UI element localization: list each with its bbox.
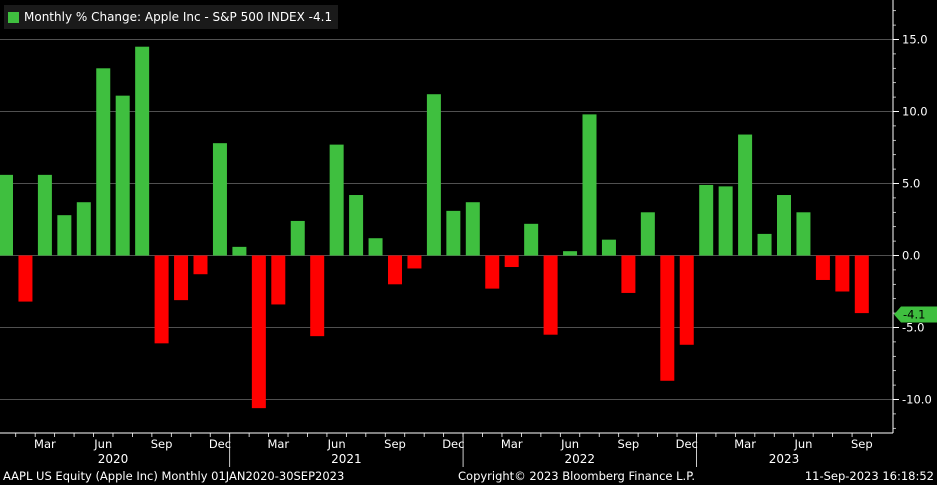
y-tick-label: 10.0 (902, 105, 928, 119)
bar (174, 255, 189, 301)
x-tick-label: Mar (34, 437, 56, 451)
year-label: 2022 (565, 452, 596, 466)
bar (524, 223, 539, 256)
x-tick-label: Dec (442, 437, 464, 451)
bar (835, 255, 850, 292)
chart-legend: Monthly % Change: Apple Inc - S&P 500 IN… (4, 5, 339, 29)
bar (310, 255, 325, 337)
x-tick-label: Sep (384, 437, 406, 451)
bar (718, 186, 733, 256)
x-tick-label: Jun (93, 437, 112, 451)
y-tick-label: -10.0 (902, 393, 932, 407)
bar-chart: -10.0 -5.0 0.0 5.0 10.0 15.0 Mar Jun Sep Dec Mar Ju… (0, 0, 937, 467)
bar (388, 255, 402, 285)
y-tick-label: 5.0 (902, 177, 920, 191)
x-tick-label: Dec (676, 437, 698, 451)
bar (18, 255, 33, 302)
bar (601, 239, 616, 256)
x-tick-label: Mar (734, 437, 756, 451)
bar (757, 233, 772, 256)
x-tick-label: Sep (851, 437, 873, 451)
bar (815, 255, 830, 280)
last-value-marker (894, 306, 937, 323)
bar (407, 255, 422, 269)
x-tick-label: Jun (327, 437, 346, 451)
x-tick-label: Sep (151, 437, 173, 451)
x-tick-label: Sep (618, 437, 640, 451)
bar (76, 202, 91, 256)
bar (329, 144, 344, 256)
bar (290, 220, 305, 256)
bar (446, 210, 461, 256)
bar (349, 195, 364, 256)
bar (504, 255, 519, 268)
bar (96, 68, 111, 256)
bar (640, 212, 655, 256)
bar (854, 255, 869, 314)
bar (57, 215, 72, 256)
bar (465, 202, 480, 256)
last-value-label: -4.1 (903, 308, 925, 322)
bar (679, 255, 694, 345)
bar (777, 195, 791, 256)
year-label: 2021 (331, 452, 362, 466)
bar (193, 255, 208, 275)
footer-copyright: Copyright© 2023 Bloomberg Finance L.P. (458, 469, 695, 483)
bar (621, 255, 636, 293)
bar (563, 251, 578, 256)
bar (212, 143, 227, 256)
bar (660, 255, 675, 381)
footer-timestamp: 11-Sep-2023 16:18:52 (804, 469, 934, 483)
bar (738, 134, 753, 256)
bar (582, 114, 597, 256)
bar (543, 255, 558, 335)
y-tick-label: -5.0 (902, 321, 924, 335)
footer-security-info: AAPL US Equity (Apple Inc) Monthly 01JAN… (3, 469, 345, 483)
bar (135, 46, 150, 256)
bar (115, 95, 130, 256)
bar (368, 238, 383, 256)
bar (232, 246, 247, 256)
bar (426, 94, 441, 256)
bar (485, 255, 500, 289)
bar (271, 255, 286, 305)
x-tick-label: Dec (209, 437, 231, 451)
bar (0, 174, 13, 256)
legend-label: Monthly % Change: Apple Inc - S&P 500 IN… (24, 10, 333, 24)
x-tick-label: Jun (560, 437, 579, 451)
x-tick-label: Jun (793, 437, 812, 451)
bar (699, 184, 714, 256)
legend-swatch (8, 11, 19, 23)
year-label: 2023 (769, 452, 800, 466)
x-tick-label: Mar (501, 437, 523, 451)
bar (37, 174, 52, 256)
bar (154, 255, 169, 344)
bar (251, 255, 266, 409)
y-tick-label: 15.0 (902, 33, 928, 47)
y-tick-label: 0.0 (902, 249, 920, 263)
x-tick-label: Mar (267, 437, 289, 451)
footer: AAPL US Equity (Apple Inc) Monthly 01JAN… (0, 467, 937, 485)
year-label: 2020 (98, 452, 129, 466)
bar (796, 212, 811, 256)
